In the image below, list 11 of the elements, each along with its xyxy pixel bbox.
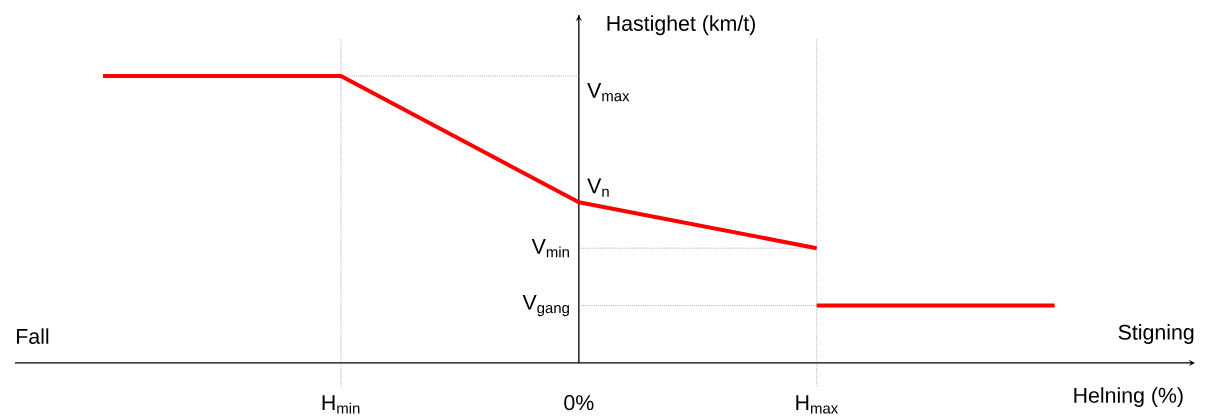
annotation: Stigning [1118,324,1194,344]
ref-line-label: V$_{min}$ [531,239,569,258]
ref-line-label: V$_{gang}$ [522,294,569,317]
x-tick-label: H$_{min}$ [322,395,360,414]
x-tick-label: 0% [564,395,594,411]
annotation: V$_{n}$ [587,178,609,197]
annotation: Fall [17,328,49,344]
y-axis-title: Hastighet (km/t) [607,15,755,36]
x-tick-label: H$_{max}$ [796,395,839,414]
ref-line-label: V$_{max}$ [587,83,630,102]
x-axis-title: Helning (%) [1074,387,1183,408]
